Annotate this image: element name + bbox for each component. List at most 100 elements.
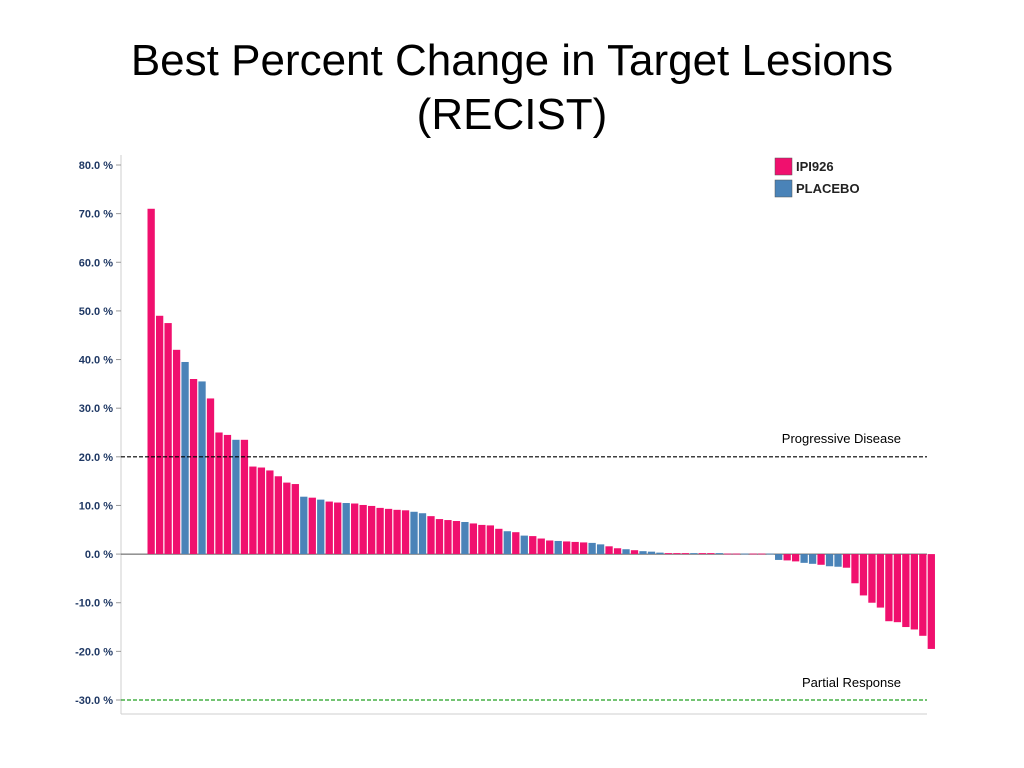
y-tick-label: 70.0 % <box>79 209 113 221</box>
bar-ipi926 <box>707 553 715 555</box>
bar-placebo <box>181 361 189 555</box>
bar-ipi926 <box>215 432 223 555</box>
bar-placebo <box>825 554 834 567</box>
bar-placebo <box>622 549 630 555</box>
bar-ipi926 <box>512 532 520 555</box>
bar-ipi926 <box>147 208 155 555</box>
bar-ipi926 <box>164 323 172 555</box>
bar-ipi926 <box>351 503 359 555</box>
bar-placebo <box>741 553 749 555</box>
bar-ipi926 <box>393 509 401 555</box>
y-tick-label: -10.0 % <box>75 598 113 610</box>
bar-ipi926 <box>546 540 554 555</box>
bar-ipi926 <box>384 508 393 555</box>
bar-ipi926 <box>172 349 181 555</box>
bar-ipi926 <box>910 554 918 630</box>
bar-ipi926 <box>334 502 342 555</box>
bar-ipi926 <box>283 482 291 555</box>
y-tick-label: 10.0 % <box>79 500 113 512</box>
y-tick-label: 80.0 % <box>79 160 113 172</box>
legend-swatch <box>774 179 793 198</box>
y-tick-label: 60.0 % <box>79 257 113 269</box>
bar-placebo <box>690 553 698 555</box>
bar-ipi926 <box>427 516 435 555</box>
bar-placebo <box>503 531 511 555</box>
bar-ipi926 <box>613 548 622 555</box>
bar-placebo <box>656 552 664 555</box>
bar-ipi926 <box>630 550 639 555</box>
bar-placebo <box>198 381 206 555</box>
bar-placebo <box>300 496 308 555</box>
bar-placebo <box>800 554 808 563</box>
bar-ipi926 <box>308 497 316 555</box>
bar-ipi926 <box>537 538 545 555</box>
bar-placebo <box>410 511 418 555</box>
progressive-disease-label: Progressive Disease <box>782 431 901 446</box>
bar-ipi926 <box>325 501 333 555</box>
y-tick-label: 40.0 % <box>79 355 113 367</box>
bar-ipi926 <box>893 554 902 623</box>
bar-ipi926 <box>927 554 935 649</box>
bar-ipi926 <box>495 528 503 555</box>
bar-placebo <box>715 553 723 555</box>
y-tick-label: -30.0 % <box>75 695 113 707</box>
bar-ipi926 <box>698 553 706 555</box>
bar-ipi926 <box>876 554 885 608</box>
bar-ipi926 <box>673 553 681 555</box>
bar-ipi926 <box>563 541 571 555</box>
bar-ipi926 <box>359 504 367 555</box>
bar-placebo <box>647 551 656 555</box>
bar-ipi926 <box>291 484 299 555</box>
bar-ipi926 <box>919 554 927 636</box>
y-tick-label: 0.0 % <box>85 549 113 561</box>
bar-placebo <box>639 551 647 555</box>
bar-placebo <box>342 503 350 555</box>
reference-lines: Progressive Disease Partial Response <box>121 431 927 701</box>
legend-swatch <box>774 157 793 176</box>
bar-ipi926 <box>783 554 791 561</box>
bar-placebo <box>775 554 783 560</box>
y-tick-label: 20.0 % <box>79 452 113 464</box>
bar-ipi926 <box>223 434 232 555</box>
y-tick-label: -20.0 % <box>75 646 113 658</box>
bar-ipi926 <box>486 525 494 555</box>
bar-placebo <box>588 542 596 555</box>
bar-ipi926 <box>817 554 825 565</box>
bar-ipi926 <box>681 553 690 555</box>
bar-placebo <box>317 499 325 555</box>
bar-ipi926 <box>444 520 452 555</box>
bar-ipi926 <box>469 523 478 555</box>
bar-ipi926 <box>206 398 215 555</box>
bar-ipi926 <box>885 554 893 622</box>
bar-ipi926 <box>851 554 859 584</box>
title-line-1: Best Percent Change in Target Lesions <box>130 36 894 85</box>
bar-ipi926 <box>579 542 588 555</box>
bar-ipi926 <box>724 553 732 555</box>
bar-ipi926 <box>376 507 384 555</box>
bar-ipi926 <box>664 553 673 555</box>
bar-ipi926 <box>257 467 266 555</box>
legend: IPI926 PLACEBO <box>774 157 860 198</box>
bar-ipi926 <box>529 536 537 555</box>
bar-ipi926 <box>401 510 410 555</box>
bar-ipi926 <box>155 315 164 555</box>
legend-label: IPI926 <box>796 159 834 174</box>
bar-placebo <box>461 521 469 555</box>
bar-placebo <box>232 439 240 555</box>
bar-ipi926 <box>791 554 800 562</box>
bar-ipi926 <box>435 519 444 555</box>
bar-placebo <box>596 544 605 555</box>
bar-ipi926 <box>249 466 257 555</box>
bar-ipi926 <box>605 546 613 555</box>
bar-ipi926 <box>902 554 910 628</box>
bar-ipi926 <box>749 553 757 555</box>
bar-ipi926 <box>478 524 486 555</box>
y-tick-label: 50.0 % <box>79 306 113 318</box>
bar-ipi926 <box>240 439 249 555</box>
bar-ipi926 <box>732 553 740 555</box>
bar-ipi926 <box>868 554 876 603</box>
bars <box>147 208 935 649</box>
slide-title: Best Percent Change in Target Lesions (R… <box>0 34 1024 146</box>
bar-ipi926 <box>758 553 766 555</box>
